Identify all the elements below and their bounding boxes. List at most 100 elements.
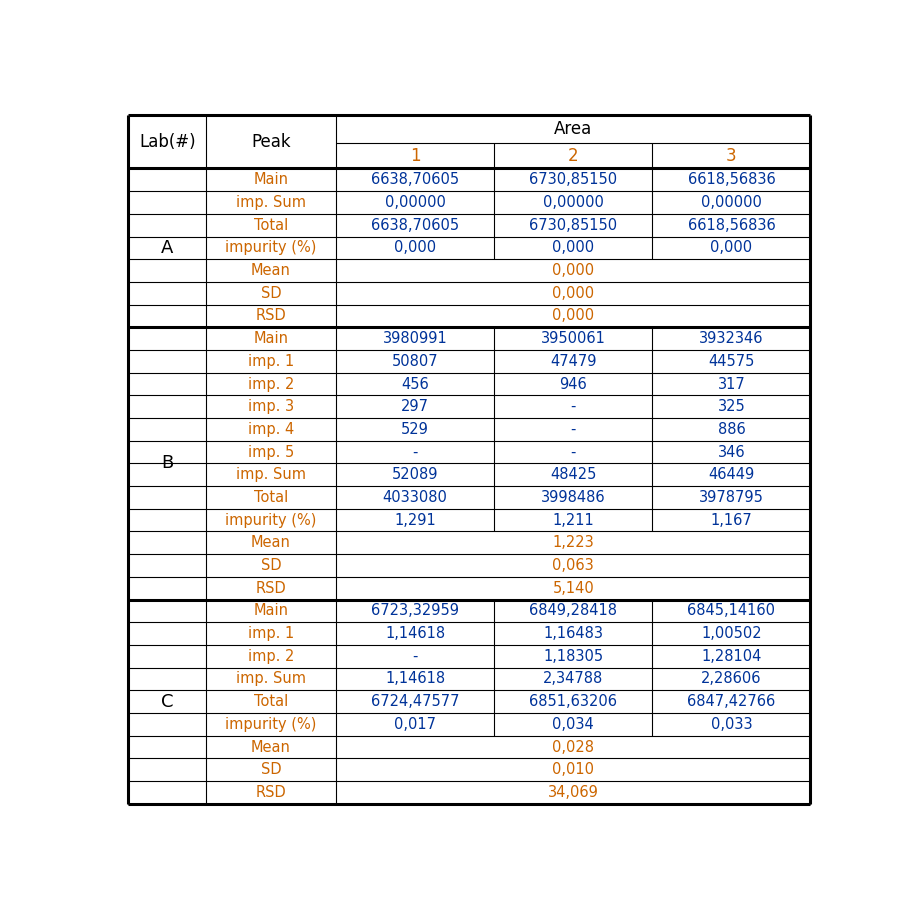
Text: 6849,28418: 6849,28418 — [529, 603, 617, 619]
Text: -: - — [412, 445, 418, 460]
Text: 48425: 48425 — [551, 467, 596, 482]
Text: 6724,47577: 6724,47577 — [371, 694, 460, 709]
Text: SD: SD — [261, 286, 281, 301]
Text: 6847,42766: 6847,42766 — [687, 694, 776, 709]
Text: C: C — [161, 693, 173, 711]
Text: Lab(#): Lab(#) — [139, 133, 195, 151]
Text: SD: SD — [261, 763, 281, 777]
Text: 0,00000: 0,00000 — [543, 195, 604, 210]
Text: imp. Sum: imp. Sum — [236, 672, 306, 686]
Text: 1: 1 — [409, 147, 420, 165]
Text: impurity (%): impurity (%) — [225, 717, 317, 732]
Text: 46449: 46449 — [708, 467, 755, 482]
Text: 529: 529 — [401, 422, 429, 437]
Text: 1,14618: 1,14618 — [385, 626, 445, 641]
Text: 0,010: 0,010 — [552, 763, 594, 777]
Text: impurity (%): impurity (%) — [225, 512, 317, 528]
Text: 0,063: 0,063 — [552, 558, 594, 573]
Text: B: B — [161, 454, 173, 472]
Text: Main: Main — [254, 603, 289, 619]
Text: 6730,85150: 6730,85150 — [529, 217, 617, 233]
Text: 3: 3 — [726, 147, 736, 165]
Text: 6723,32959: 6723,32959 — [371, 603, 459, 619]
Text: 6730,85150: 6730,85150 — [529, 172, 617, 187]
Text: 297: 297 — [401, 399, 430, 414]
Text: 6638,70605: 6638,70605 — [371, 217, 459, 233]
Text: -: - — [412, 649, 418, 663]
Text: RSD: RSD — [256, 785, 287, 800]
Text: 0,000: 0,000 — [552, 240, 594, 256]
Text: 5,140: 5,140 — [552, 581, 594, 596]
Text: 2: 2 — [568, 147, 579, 165]
Text: imp. 4: imp. 4 — [248, 422, 294, 437]
Text: imp. Sum: imp. Sum — [236, 467, 306, 482]
Text: 1,291: 1,291 — [394, 512, 436, 528]
Text: Main: Main — [254, 172, 289, 187]
Text: -: - — [571, 445, 576, 460]
Text: Total: Total — [254, 694, 289, 709]
Text: A: A — [161, 239, 173, 257]
Text: 6618,56836: 6618,56836 — [688, 217, 775, 233]
Text: Mean: Mean — [251, 740, 291, 754]
Text: 6851,63206: 6851,63206 — [529, 694, 617, 709]
Text: 1,14618: 1,14618 — [385, 672, 445, 686]
Text: 946: 946 — [560, 377, 587, 391]
Text: 0,033: 0,033 — [711, 717, 752, 732]
Text: 0,028: 0,028 — [552, 740, 594, 754]
Text: imp. 2: imp. 2 — [248, 649, 294, 663]
Text: 456: 456 — [401, 377, 429, 391]
Text: 44575: 44575 — [708, 354, 755, 369]
Text: 325: 325 — [717, 399, 746, 414]
Text: 1,00502: 1,00502 — [701, 626, 762, 641]
Text: 1,211: 1,211 — [552, 512, 594, 528]
Text: imp. 1: imp. 1 — [248, 626, 294, 641]
Text: imp. 5: imp. 5 — [248, 445, 294, 460]
Text: 0,000: 0,000 — [394, 240, 436, 256]
Text: Mean: Mean — [251, 263, 291, 278]
Text: 1,28104: 1,28104 — [702, 649, 761, 663]
Text: 0,000: 0,000 — [552, 263, 594, 278]
Text: Area: Area — [554, 120, 593, 138]
Text: imp. 2: imp. 2 — [248, 377, 294, 391]
Text: Total: Total — [254, 490, 289, 505]
Text: 346: 346 — [717, 445, 746, 460]
Text: Total: Total — [254, 217, 289, 233]
Text: 0,000: 0,000 — [552, 286, 594, 301]
Text: Mean: Mean — [251, 535, 291, 551]
Text: imp. Sum: imp. Sum — [236, 195, 306, 210]
Text: 0,00000: 0,00000 — [385, 195, 446, 210]
Text: Main: Main — [254, 331, 289, 346]
Text: 1,16483: 1,16483 — [543, 626, 604, 641]
Text: imp. 1: imp. 1 — [248, 354, 294, 369]
Text: impurity (%): impurity (%) — [225, 240, 317, 256]
Text: 3950061: 3950061 — [540, 331, 605, 346]
Text: 50807: 50807 — [392, 354, 439, 369]
Text: 34,069: 34,069 — [548, 785, 599, 800]
Text: 6618,56836: 6618,56836 — [688, 172, 775, 187]
Text: imp. 3: imp. 3 — [248, 399, 294, 414]
Text: 1,18305: 1,18305 — [543, 649, 604, 663]
Text: -: - — [571, 422, 576, 437]
Text: 0,017: 0,017 — [394, 717, 436, 732]
Text: 6638,70605: 6638,70605 — [371, 172, 459, 187]
Text: 3980991: 3980991 — [383, 331, 448, 346]
Text: 1,167: 1,167 — [711, 512, 752, 528]
Text: 4033080: 4033080 — [383, 490, 448, 505]
Text: 317: 317 — [717, 377, 746, 391]
Text: 0,034: 0,034 — [552, 717, 594, 732]
Text: 886: 886 — [717, 422, 746, 437]
Text: 2,28606: 2,28606 — [701, 672, 761, 686]
Text: RSD: RSD — [256, 308, 287, 323]
Text: 2,34788: 2,34788 — [543, 672, 604, 686]
Text: 47479: 47479 — [550, 354, 596, 369]
Text: 3998486: 3998486 — [541, 490, 605, 505]
Text: 0,00000: 0,00000 — [701, 195, 762, 210]
Text: 1,223: 1,223 — [552, 535, 594, 551]
Text: RSD: RSD — [256, 581, 287, 596]
Text: 3978795: 3978795 — [699, 490, 764, 505]
Text: 0,000: 0,000 — [552, 308, 594, 323]
Text: Peak: Peak — [251, 133, 291, 151]
Text: 3932346: 3932346 — [699, 331, 764, 346]
Text: 52089: 52089 — [392, 467, 439, 482]
Text: 0,000: 0,000 — [710, 240, 752, 256]
